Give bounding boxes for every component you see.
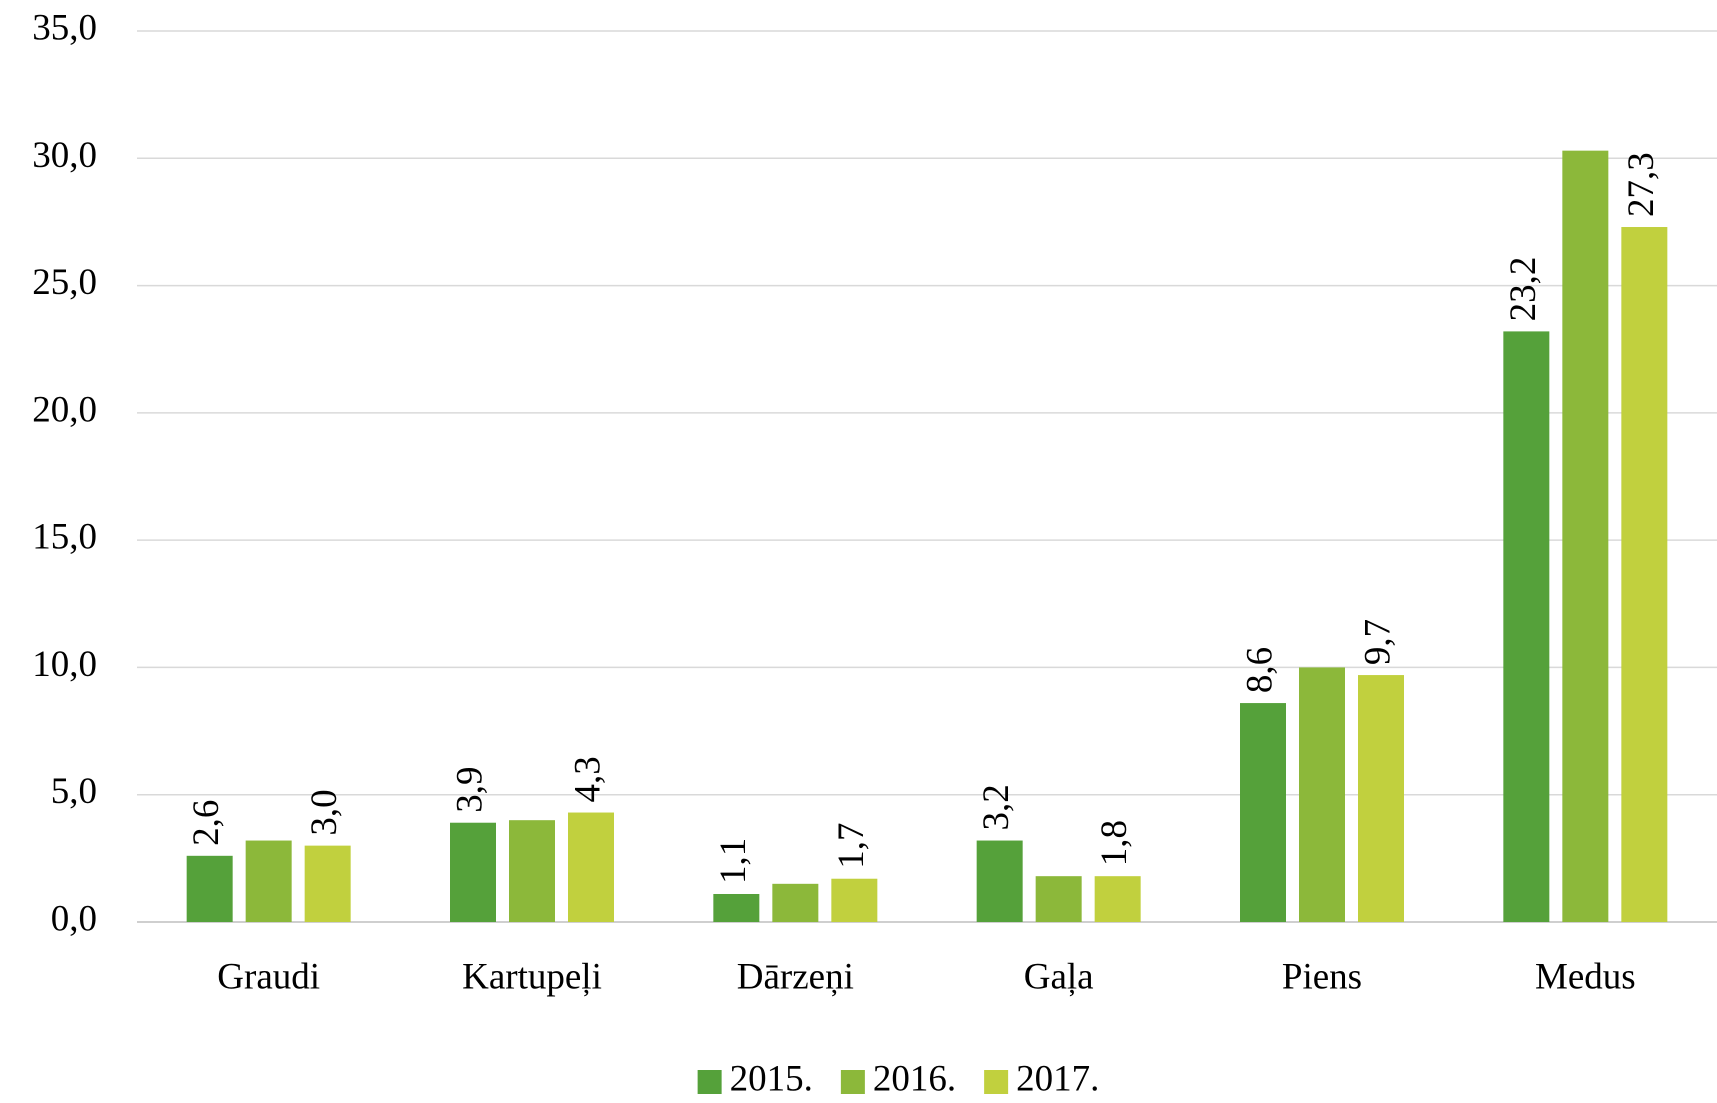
- bar: [1094, 876, 1141, 922]
- bar: [1503, 331, 1550, 922]
- data-label: 8,6: [1239, 647, 1280, 693]
- bar: [245, 840, 292, 922]
- bar: [1562, 150, 1609, 923]
- data-label: 23,2: [1503, 257, 1544, 322]
- data-label: 3,0: [304, 789, 345, 835]
- data-label: 3,9: [449, 766, 490, 812]
- bar: [713, 893, 760, 922]
- bar: [304, 845, 351, 922]
- bar: [568, 812, 614, 922]
- x-tick-label: Medus: [1535, 956, 1636, 997]
- bar: [1240, 703, 1286, 922]
- bar: [450, 822, 496, 922]
- x-tick-label: Dārzeņi: [737, 956, 854, 997]
- bar: [1035, 876, 1082, 922]
- data-label: 9,7: [1357, 619, 1398, 665]
- data-label: 27,3: [1621, 152, 1662, 217]
- y-tick-label: 0,0: [51, 898, 97, 939]
- legend-label: 2015.: [730, 1058, 813, 1099]
- y-tick-label: 20,0: [32, 389, 97, 430]
- legend-swatch: [840, 1070, 865, 1094]
- bar: [772, 883, 819, 922]
- x-tick-label: Kartupeļi: [462, 956, 602, 997]
- bar: [509, 820, 555, 922]
- data-label: 1,8: [1094, 820, 1135, 866]
- data-label: 2,6: [186, 800, 227, 846]
- y-tick-label: 5,0: [51, 771, 97, 812]
- bar: [1299, 667, 1345, 922]
- bar: [186, 855, 233, 922]
- legend-label: 2017.: [1016, 1058, 1099, 1099]
- bar: [1358, 675, 1404, 922]
- x-tick-label: Piens: [1282, 956, 1362, 997]
- data-label: 1,1: [713, 838, 754, 884]
- y-tick-label: 30,0: [32, 135, 97, 176]
- legend-swatch: [697, 1070, 722, 1094]
- y-tick-label: 15,0: [32, 517, 97, 558]
- y-tick-label: 10,0: [32, 644, 97, 685]
- y-tick-label: 35,0: [32, 7, 97, 48]
- data-label: 4,3: [567, 756, 608, 802]
- y-tick-label: 25,0: [32, 262, 97, 303]
- data-label: 1,7: [831, 822, 872, 868]
- data-label: 3,2: [976, 784, 1017, 830]
- x-tick-label: Gaļa: [1024, 956, 1094, 997]
- bar: [831, 878, 878, 922]
- legend-swatch: [984, 1070, 1009, 1094]
- bar: [1621, 227, 1668, 922]
- legend-label: 2016.: [873, 1058, 956, 1099]
- x-tick-label: Graudi: [217, 956, 320, 997]
- bar: [976, 840, 1023, 922]
